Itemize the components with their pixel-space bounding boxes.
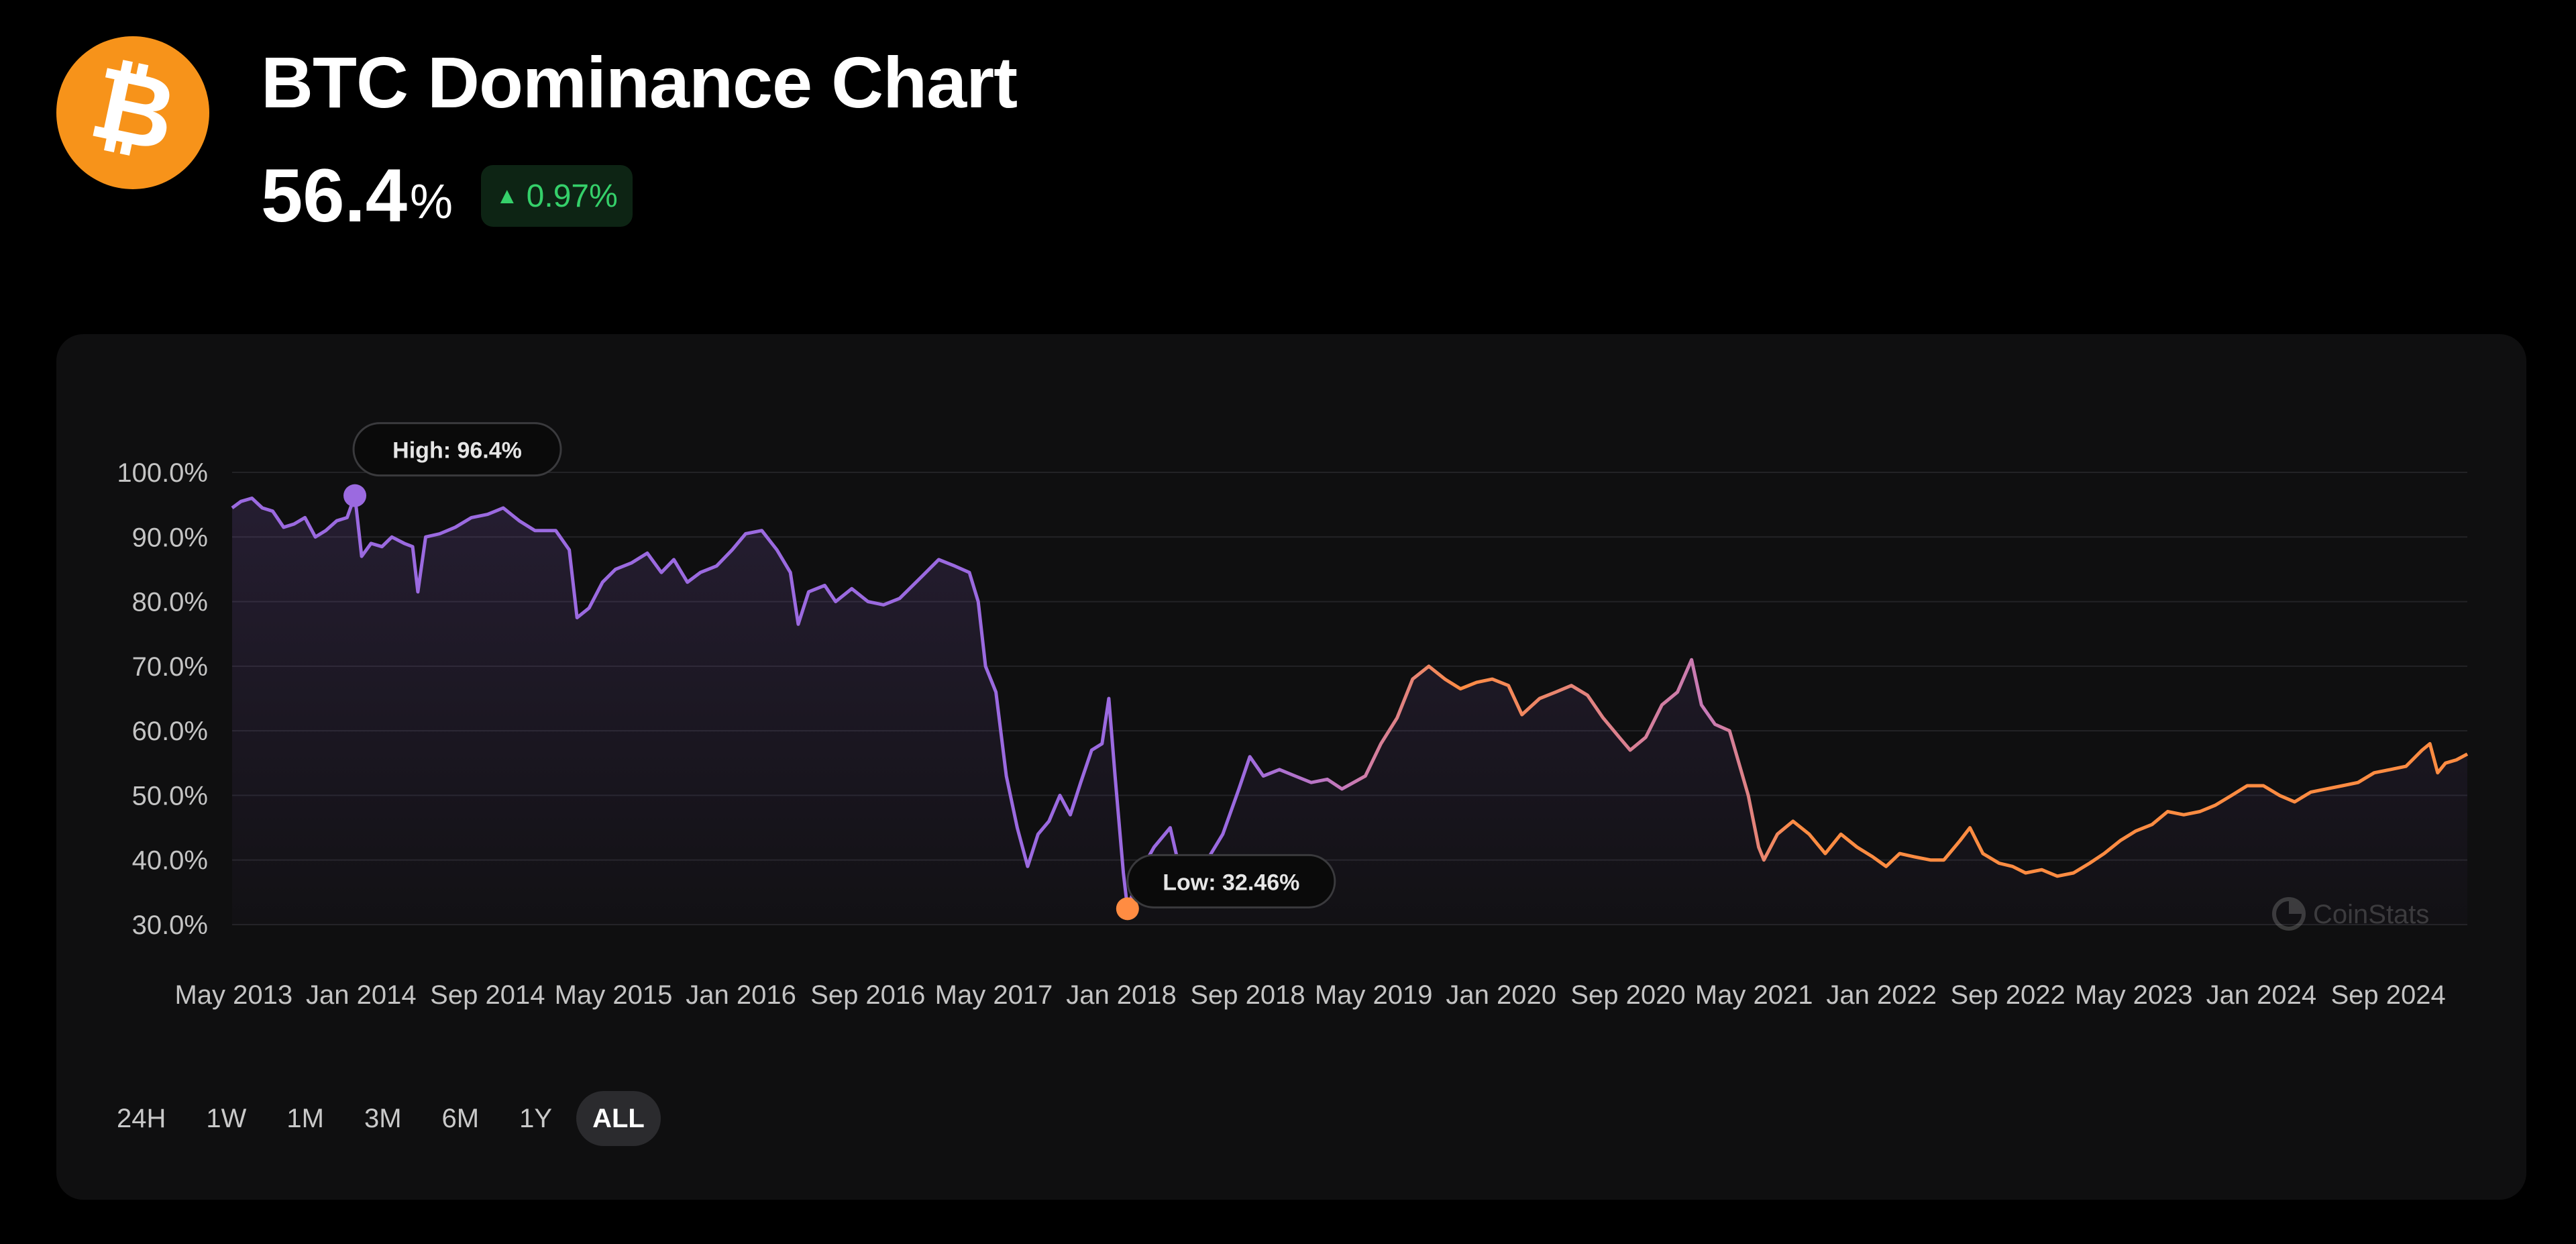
range-button-3m[interactable]: 3M bbox=[364, 1103, 402, 1133]
x-tick-label: May 2021 bbox=[1695, 980, 1813, 1010]
y-tick-label: 60.0% bbox=[132, 717, 208, 746]
x-tick-label: Sep 2018 bbox=[1190, 980, 1305, 1010]
y-tick-label: 100.0% bbox=[117, 458, 208, 488]
x-tick-label: Sep 2016 bbox=[810, 980, 925, 1010]
y-tick-label: 90.0% bbox=[132, 523, 208, 552]
dominance-summary: 56.4 % ▲ 0.97% bbox=[261, 156, 633, 236]
dominance-unit: % bbox=[409, 175, 453, 229]
x-tick-label: Sep 2020 bbox=[1570, 980, 1685, 1010]
time-range-selector: 24H 1W 1M 3M 6M 1Y ALL bbox=[101, 1091, 661, 1146]
x-tick-label: Sep 2024 bbox=[2330, 980, 2445, 1010]
svg-text:High: 96.4%: High: 96.4% bbox=[392, 438, 522, 464]
x-tick-label: Jan 2014 bbox=[306, 980, 417, 1010]
high-marker-point bbox=[343, 484, 367, 507]
range-button-1m[interactable]: 1M bbox=[286, 1103, 324, 1133]
x-tick-label: Jan 2016 bbox=[686, 980, 796, 1010]
x-tick-label: May 2013 bbox=[174, 980, 292, 1010]
series-area bbox=[232, 495, 2467, 925]
x-tick-label: Jan 2018 bbox=[1066, 980, 1177, 1010]
x-tick-label: Sep 2022 bbox=[1951, 980, 2065, 1010]
x-tick-label: May 2023 bbox=[2075, 980, 2193, 1010]
y-tick-label: 40.0% bbox=[132, 846, 208, 876]
y-tick-label: 30.0% bbox=[132, 911, 208, 940]
y-tick-label: 50.0% bbox=[132, 781, 208, 811]
watermark-label: CoinStats bbox=[2313, 900, 2429, 929]
x-tick-label: Jan 2022 bbox=[1826, 980, 1937, 1010]
x-tick-label: May 2019 bbox=[1315, 980, 1433, 1010]
dominance-chart: 30.0% 40.0% 50.0% 60.0% 70.0% 80.0% 90.0% 100.0… bbox=[117, 422, 2469, 1010]
x-tick-label: Sep 2014 bbox=[430, 980, 545, 1010]
coinstats-watermark: CoinStats bbox=[2272, 897, 2429, 931]
series-line bbox=[231, 494, 2469, 911]
change-badge: ▲ 0.97% bbox=[481, 165, 633, 227]
x-tick-label: Jan 2024 bbox=[2206, 980, 2317, 1010]
y-tick-label: 80.0% bbox=[132, 588, 208, 617]
x-tick-label: May 2015 bbox=[555, 980, 673, 1010]
range-button-all[interactable]: ALL bbox=[576, 1091, 661, 1146]
low-marker-point bbox=[1116, 897, 1139, 921]
change-value: 0.97% bbox=[526, 178, 618, 214]
x-tick-label: Jan 2020 bbox=[1446, 980, 1556, 1010]
low-marker-label: Low: 32.46% bbox=[1126, 853, 1336, 909]
dominance-value: 56.4 bbox=[261, 154, 407, 238]
chart-card: 30.0% 40.0% 50.0% 60.0% 70.0% 80.0% 90.0% 100.0… bbox=[56, 334, 2526, 1200]
triangle-up-icon: ▲ bbox=[496, 183, 519, 209]
range-button-1w[interactable]: 1W bbox=[206, 1103, 247, 1133]
svg-text:Low: 32.46%: Low: 32.46% bbox=[1163, 870, 1299, 895]
range-button-1y[interactable]: 1Y bbox=[519, 1103, 553, 1133]
high-marker-label: High: 96.4% bbox=[352, 422, 562, 477]
range-button-6m[interactable]: 6M bbox=[441, 1103, 480, 1133]
y-tick-label: 70.0% bbox=[132, 652, 208, 682]
range-button-24h[interactable]: 24H bbox=[117, 1103, 166, 1133]
page-title: BTC Dominance Chart bbox=[261, 42, 1018, 123]
x-tick-label: May 2017 bbox=[935, 980, 1053, 1010]
bitcoin-icon: ₿ bbox=[56, 36, 209, 189]
